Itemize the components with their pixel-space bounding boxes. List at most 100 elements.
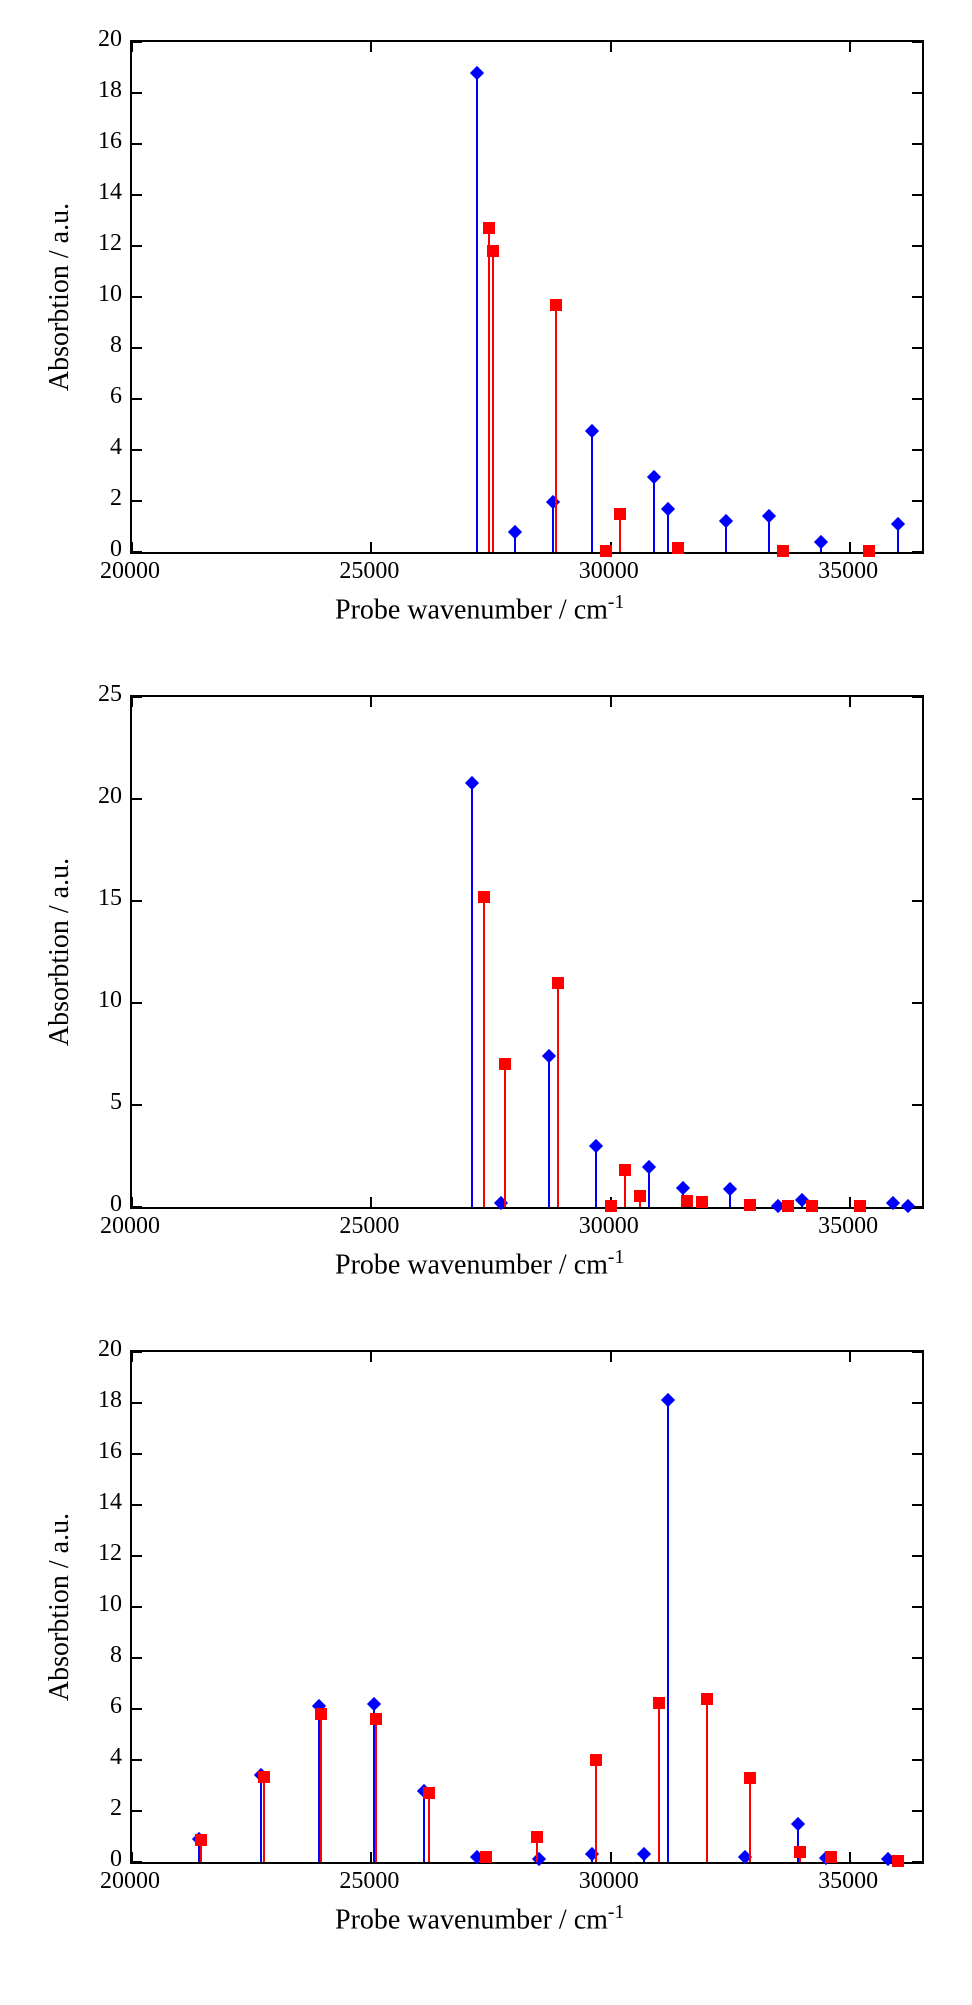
x-marker bbox=[478, 891, 490, 903]
ytick-label: 16 bbox=[72, 128, 122, 155]
x-marker bbox=[744, 1772, 756, 1784]
diamond-marker bbox=[637, 1847, 651, 1861]
stem bbox=[476, 73, 478, 552]
diamond-marker bbox=[723, 1182, 737, 1196]
x-marker bbox=[531, 1831, 543, 1843]
diamond-marker bbox=[661, 1393, 675, 1407]
diamond-marker bbox=[886, 1196, 900, 1210]
ytick-label: 20 bbox=[72, 1336, 122, 1363]
xtick-label: 25000 bbox=[339, 1213, 399, 1240]
diamond-marker bbox=[367, 1697, 381, 1711]
x-marker bbox=[634, 1190, 646, 1202]
ytick-label: 12 bbox=[72, 230, 122, 257]
ytick-label: 18 bbox=[72, 1387, 122, 1414]
diamond-marker bbox=[814, 535, 828, 549]
x-marker bbox=[487, 245, 499, 257]
stem bbox=[653, 477, 655, 552]
diamond-marker bbox=[465, 776, 479, 790]
x-marker bbox=[590, 1754, 602, 1766]
diamond-marker bbox=[647, 470, 661, 484]
stem bbox=[548, 1056, 550, 1207]
diamond-marker bbox=[585, 424, 599, 438]
y-axis-label: Absorbtion / a.u. bbox=[44, 187, 76, 407]
diamond-marker bbox=[470, 66, 484, 80]
ytick-label: 16 bbox=[72, 1438, 122, 1465]
x-marker bbox=[550, 299, 562, 311]
x-marker bbox=[315, 1708, 327, 1720]
stem bbox=[488, 228, 490, 552]
diamond-marker bbox=[508, 525, 522, 539]
ytick-label: 14 bbox=[72, 1489, 122, 1516]
ytick-label: 20 bbox=[72, 783, 122, 810]
ytick-label: 6 bbox=[72, 383, 122, 410]
x-marker bbox=[483, 222, 495, 234]
stem bbox=[504, 1064, 506, 1207]
stem bbox=[557, 983, 559, 1207]
x-marker bbox=[600, 545, 612, 557]
stem bbox=[667, 1400, 669, 1862]
stem bbox=[749, 1778, 751, 1862]
diamond-marker bbox=[541, 1049, 555, 1063]
diamond-marker bbox=[762, 509, 776, 523]
x-marker bbox=[696, 1196, 708, 1208]
ytick-label: 8 bbox=[72, 332, 122, 359]
x-marker bbox=[195, 1834, 207, 1846]
xtick-label: 30000 bbox=[579, 1868, 639, 1895]
ytick-label: 10 bbox=[72, 987, 122, 1014]
ytick-label: 10 bbox=[72, 281, 122, 308]
ytick-label: 18 bbox=[72, 77, 122, 104]
xtick-label: 35000 bbox=[818, 1868, 878, 1895]
x-marker bbox=[863, 545, 875, 557]
xtick-label: 25000 bbox=[339, 1868, 399, 1895]
plot-area bbox=[130, 40, 924, 554]
plot-area bbox=[130, 695, 924, 1209]
chart-container: 0246810121416182020000250003000035000Abs… bbox=[20, 20, 952, 1965]
ytick-label: 20 bbox=[72, 26, 122, 53]
xtick-label: 20000 bbox=[100, 558, 160, 585]
stem bbox=[658, 1703, 660, 1862]
x-marker bbox=[744, 1199, 756, 1211]
diamond-marker bbox=[642, 1160, 656, 1174]
chart-1: 051015202520000250003000035000Absorbtion… bbox=[20, 675, 952, 1310]
x-marker bbox=[854, 1200, 866, 1212]
ytick-label: 4 bbox=[72, 434, 122, 461]
x-marker bbox=[701, 1693, 713, 1705]
xtick-label: 35000 bbox=[818, 1213, 878, 1240]
x-marker bbox=[782, 1200, 794, 1212]
stem bbox=[595, 1760, 597, 1862]
stem bbox=[492, 251, 494, 552]
x-axis-label: Probe wavenumber / cm-1 bbox=[335, 1247, 624, 1281]
ytick-label: 8 bbox=[72, 1642, 122, 1669]
stem bbox=[320, 1714, 322, 1862]
stem bbox=[706, 1699, 708, 1862]
stem bbox=[483, 897, 485, 1207]
x-marker bbox=[619, 1164, 631, 1176]
diamond-marker bbox=[790, 1817, 804, 1831]
y-axis-label: Absorbtion / a.u. bbox=[44, 1497, 76, 1717]
xtick-label: 20000 bbox=[100, 1213, 160, 1240]
chart-2: 0246810121416182020000250003000035000Abs… bbox=[20, 1330, 952, 1965]
ytick-label: 4 bbox=[72, 1744, 122, 1771]
x-marker bbox=[552, 977, 564, 989]
ytick-label: 15 bbox=[72, 885, 122, 912]
diamond-marker bbox=[676, 1181, 690, 1195]
ytick-label: 10 bbox=[72, 1591, 122, 1618]
ytick-label: 14 bbox=[72, 179, 122, 206]
diamond-marker bbox=[661, 502, 675, 516]
x-marker bbox=[672, 542, 684, 554]
plot-area bbox=[130, 1350, 924, 1864]
ytick-label: 12 bbox=[72, 1540, 122, 1567]
xtick-label: 25000 bbox=[339, 558, 399, 585]
xtick-label: 30000 bbox=[579, 1213, 639, 1240]
diamond-marker bbox=[901, 1199, 915, 1213]
diamond-marker bbox=[891, 517, 905, 531]
x-axis-label: Probe wavenumber / cm-1 bbox=[335, 592, 624, 626]
x-axis-label: Probe wavenumber / cm-1 bbox=[335, 1902, 624, 1936]
x-marker bbox=[258, 1771, 270, 1783]
stem bbox=[375, 1719, 377, 1862]
x-marker bbox=[892, 1855, 904, 1867]
stem bbox=[471, 783, 473, 1207]
x-marker bbox=[370, 1713, 382, 1725]
ytick-label: 6 bbox=[72, 1693, 122, 1720]
x-marker bbox=[777, 545, 789, 557]
